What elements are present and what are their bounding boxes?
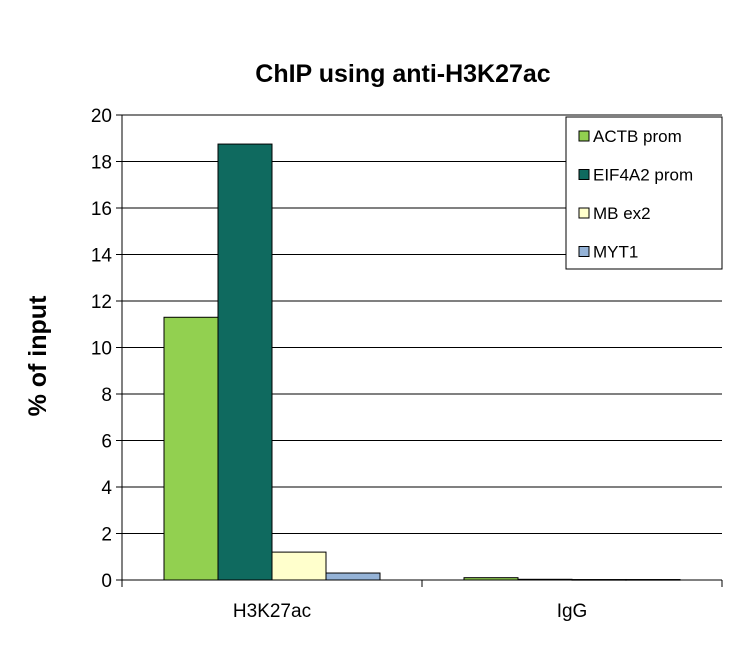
legend-swatch: [578, 207, 590, 219]
y-tick-label: 18: [91, 153, 112, 174]
y-tick-labels: 0 2 4 6 8 10 12 14 16 18 20: [91, 106, 113, 592]
axes: [116, 114, 723, 587]
y-tick-label: 0: [101, 571, 112, 592]
legend-label: MYT1: [593, 243, 638, 262]
legend-label: ACTB prom: [593, 127, 682, 146]
y-tick-label: 14: [91, 246, 113, 267]
legend-swatch: [578, 130, 590, 142]
y-tick-label: 6: [101, 432, 112, 453]
y-tick-label: 4: [101, 478, 112, 499]
bar-mb-ex2-h3k27ac: [271, 551, 327, 581]
y-axis-label: % of input: [24, 295, 52, 416]
legend-swatch: [578, 246, 590, 257]
legend-label: EIF4A2 prom: [593, 166, 693, 185]
x-tick-label: IgG: [557, 601, 588, 622]
legend: ACTB prom EIF4A2 prom MB ex2 MYT1: [565, 116, 723, 270]
chart-title: ChIP using anti-H3K27ac: [255, 60, 551, 88]
legend-box: [565, 116, 723, 270]
legend-swatch: [578, 169, 590, 180]
x-tick-labels: H3K27ac IgG: [233, 601, 587, 622]
y-tick-label: 2: [101, 525, 112, 546]
bar-myt1-h3k27ac: [325, 572, 381, 581]
y-tick-label: 12: [91, 292, 112, 313]
bar-actb-prom-h3k27ac: [163, 316, 219, 581]
y-tick-label: 20: [91, 106, 112, 127]
y-tick-label: 8: [101, 385, 112, 406]
x-tick-label: H3K27ac: [233, 601, 311, 622]
y-tick-label: 10: [91, 339, 112, 360]
legend-label: MB ex2: [593, 204, 651, 223]
y-tick-label: 16: [91, 199, 112, 220]
bar-eif4a2-prom-h3k27ac: [217, 143, 273, 581]
